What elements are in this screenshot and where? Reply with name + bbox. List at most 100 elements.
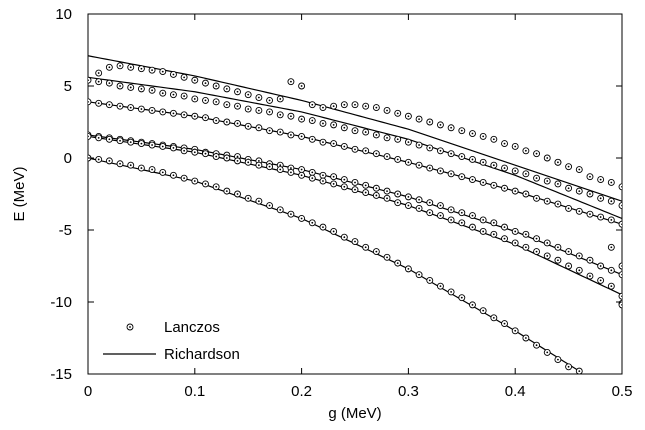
lanczos-point	[618, 183, 622, 191]
lanczos-point	[607, 197, 615, 205]
lanczos-point	[575, 252, 583, 260]
lanczos-point	[586, 190, 594, 198]
lanczos-point	[618, 262, 622, 270]
lanczos-point	[372, 248, 380, 256]
lanczos-point	[95, 78, 103, 86]
lanczos-point	[223, 118, 231, 126]
x-tick-label: 0.2	[291, 383, 312, 400]
lanczos-point	[415, 115, 423, 123]
lanczos-point	[95, 134, 103, 142]
lanczos-point	[554, 158, 562, 166]
lanczos-point	[426, 118, 434, 126]
lanczos-point	[575, 166, 583, 173]
richardson-curve	[88, 76, 622, 220]
lanczos-point	[586, 173, 594, 181]
lanczos-point	[330, 180, 338, 188]
lanczos-point	[415, 196, 423, 204]
lanczos-point	[319, 177, 327, 185]
lanczos-point	[607, 266, 615, 274]
lanczos-point	[212, 82, 220, 90]
lanczos-point	[404, 202, 412, 209]
lanczos-point	[533, 248, 541, 256]
lanczos-point	[436, 167, 444, 175]
lanczos-point	[159, 143, 167, 150]
lanczos-point	[511, 187, 519, 195]
lanczos-point	[191, 148, 199, 156]
lanczos-point	[88, 98, 92, 106]
lanczos-point	[479, 216, 487, 224]
lanczos-point	[372, 104, 380, 112]
lanczos-point	[533, 235, 541, 243]
lanczos-point	[522, 230, 530, 238]
lanczos-point	[169, 71, 177, 78]
lanczos-point	[458, 153, 466, 161]
lanczos-point	[479, 179, 487, 186]
lanczos-point	[565, 163, 573, 171]
y-tick-label: 0	[64, 150, 72, 167]
lanczos-point	[191, 177, 199, 185]
lanczos-point	[255, 124, 263, 132]
lanczos-point	[191, 95, 199, 103]
lanczos-point	[287, 131, 295, 139]
lanczos-point	[212, 117, 220, 125]
lanczos-point	[501, 320, 508, 328]
lanczos-point	[565, 184, 573, 192]
lanczos-point	[202, 79, 209, 87]
lanczos-point	[447, 216, 455, 224]
axes: 0 0.1 0.2 0.3 0.4 0.5 10 5 0 -5 -10 -15	[50, 6, 632, 400]
lanczos-point	[234, 88, 241, 96]
lanczos-point	[607, 216, 615, 224]
lanczos-point	[362, 102, 370, 110]
lanczos-point	[244, 158, 252, 166]
lanczos-point	[607, 243, 615, 251]
lanczos-point	[458, 173, 466, 181]
lanczos-point	[404, 138, 412, 146]
lanczos-point	[618, 271, 622, 279]
lanczos-point	[223, 101, 231, 109]
lanczos-point	[266, 202, 274, 209]
lanczos-point	[436, 147, 444, 155]
lanczos-point	[127, 63, 135, 71]
lanczos-point	[511, 239, 519, 247]
lanczos-point	[298, 171, 306, 179]
lanczos-point	[415, 271, 423, 279]
lanczos-point	[330, 173, 338, 181]
lanczos-point	[597, 276, 605, 284]
lanczos-point	[415, 161, 423, 169]
lanczos-point	[212, 98, 220, 106]
lanczos-point	[116, 62, 124, 70]
lanczos-point	[223, 187, 231, 195]
lanczos-point	[565, 262, 573, 270]
lanczos-point	[426, 209, 434, 217]
lanczos-point	[383, 134, 391, 142]
lanczos-point	[404, 112, 412, 120]
lanczos-point	[394, 199, 402, 207]
lanczos-point	[340, 233, 348, 241]
lanczos-point	[575, 266, 583, 274]
lanczos-point	[586, 256, 594, 264]
lanczos-point	[276, 95, 284, 103]
lanczos-point	[351, 179, 359, 186]
lanczos-point	[426, 144, 434, 152]
lanczos-point	[522, 334, 530, 342]
richardson-curve	[88, 135, 622, 296]
lanczos-point	[340, 101, 348, 109]
lanczos-point	[159, 108, 167, 116]
lanczos-point	[447, 124, 455, 132]
lanczos-point	[244, 105, 252, 113]
lanczos-point	[501, 235, 508, 243]
lanczos-point	[543, 197, 551, 205]
lanczos-point	[436, 212, 444, 220]
lanczos-point	[447, 150, 455, 158]
lanczos-point	[597, 176, 605, 184]
lanczos-point	[116, 82, 124, 90]
lanczos-point	[479, 307, 487, 315]
lanczos-point	[469, 223, 476, 231]
y-axis-label: E (MeV)	[11, 166, 28, 221]
lanczos-point	[501, 164, 508, 172]
lanczos-point	[586, 272, 594, 280]
lanczos-point	[127, 104, 135, 112]
lanczos-point	[404, 265, 412, 273]
lanczos-point	[287, 78, 295, 86]
